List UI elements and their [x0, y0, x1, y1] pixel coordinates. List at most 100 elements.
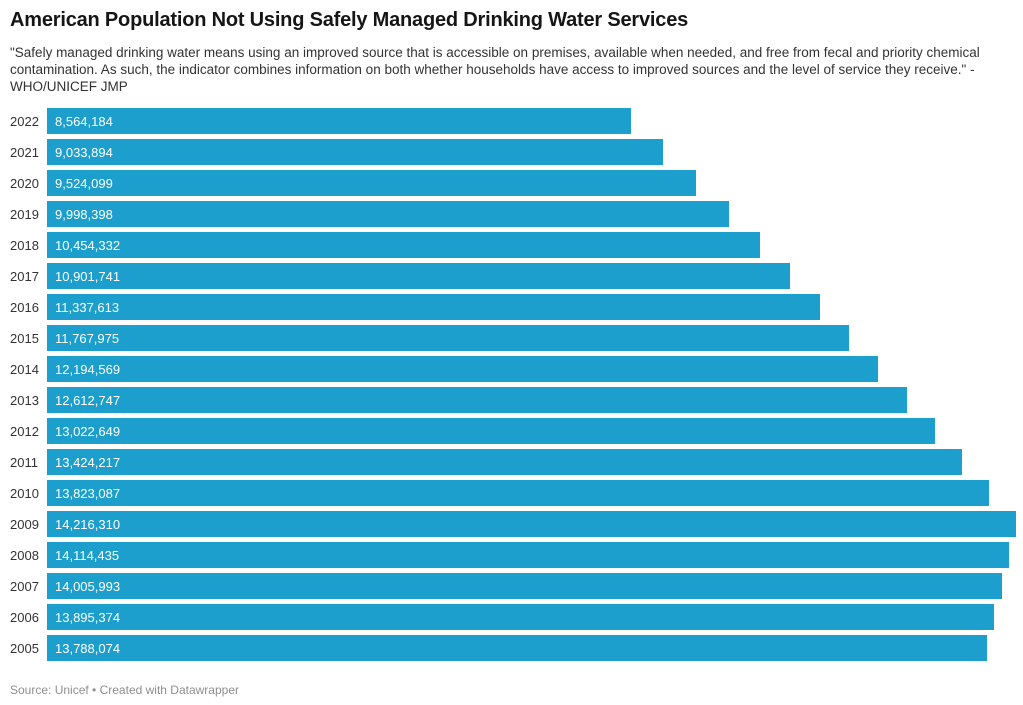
year-label: 2019	[10, 206, 39, 222]
bar-2016[interactable]: 11,337,613	[47, 294, 820, 320]
bar-track: 9,524,099	[47, 170, 1015, 196]
bar-value-label: 14,114,435	[55, 547, 120, 563]
bar-track: 12,612,747	[47, 387, 1015, 413]
bar-value-label: 14,005,993	[55, 578, 121, 594]
bar-row: 2006 13,895,374	[10, 604, 1015, 630]
year-label: 2016	[10, 299, 39, 315]
created-with-prefix: Created with	[99, 683, 171, 697]
bar-track: 8,564,184	[47, 108, 1015, 134]
bar-row: 2020 9,524,099	[10, 170, 1015, 196]
bar-value-label: 9,998,398	[55, 206, 113, 222]
bar-row: 2007 14,005,993	[10, 573, 1015, 599]
chart-description: "Safely managed drinking water means usi…	[10, 45, 980, 94]
bar-row: 2013 12,612,747	[10, 387, 1015, 413]
chart-title: American Population Not Using Safely Man…	[10, 9, 689, 31]
bar-value-label: 11,767,975	[55, 330, 120, 346]
bar-track: 11,337,613	[47, 294, 1015, 320]
bar-track: 14,005,993	[47, 573, 1015, 599]
bar-track: 11,767,975	[47, 325, 1015, 351]
bar-row: 2010 13,823,087	[10, 480, 1015, 506]
horizontal-bar-chart: 2022 8,564,184 2021 9,033,894 2020 9,524,099 2…	[10, 108, 1016, 661]
bar-2020[interactable]: 9,524,099	[47, 170, 696, 196]
bar-track: 13,022,649	[47, 418, 1015, 444]
bar-value-label: 9,524,099	[55, 175, 113, 191]
bar-2006[interactable]: 13,895,374	[47, 604, 994, 630]
bar-track: 10,454,332	[47, 232, 1015, 258]
bar-track: 9,033,894	[47, 139, 1015, 165]
bar-value-label: 11,337,613	[55, 299, 120, 315]
bar-2011[interactable]: 13,424,217	[47, 449, 962, 475]
bar-track: 13,424,217	[47, 449, 1015, 475]
bar-2005[interactable]: 13,788,074	[47, 635, 987, 661]
footer-separator: •	[88, 683, 100, 697]
bar-row: 2015 11,767,975	[10, 325, 1015, 351]
bar-value-label: 13,823,087	[55, 485, 121, 501]
bar-row: 2019 9,998,398	[10, 201, 1015, 227]
year-label: 2021	[10, 144, 39, 160]
bar-value-label: 8,564,184	[55, 113, 113, 129]
year-label: 2007	[10, 578, 39, 594]
year-label: 2022	[10, 113, 39, 129]
year-label: 2005	[10, 640, 39, 656]
bar-value-label: 10,901,741	[55, 268, 121, 284]
bar-2007[interactable]: 14,005,993	[47, 573, 1002, 599]
bar-row: 2018 10,454,332	[10, 232, 1015, 258]
bar-value-label: 13,424,217	[55, 454, 121, 470]
year-label: 2014	[10, 361, 39, 377]
year-label: 2006	[10, 609, 39, 625]
source-line: Source: Unicef • Created with Datawrappe…	[10, 683, 1015, 697]
bar-track: 9,998,398	[47, 201, 1015, 227]
year-label: 2020	[10, 175, 39, 191]
bar-track: 13,788,074	[47, 635, 1015, 661]
bar-2013[interactable]: 12,612,747	[47, 387, 907, 413]
year-label: 2018	[10, 237, 39, 253]
bar-2009[interactable]: 14,216,310	[47, 511, 1016, 537]
bar-track: 13,895,374	[47, 604, 1015, 630]
bar-value-label: 13,895,374	[55, 609, 121, 625]
year-label: 2015	[10, 330, 39, 346]
bar-row: 2011 13,424,217	[10, 449, 1015, 475]
bar-2017[interactable]: 10,901,741	[47, 263, 790, 289]
bar-track: 12,194,569	[47, 356, 1015, 382]
year-label: 2010	[10, 485, 39, 501]
bar-2022[interactable]: 8,564,184	[47, 108, 631, 134]
year-label: 2009	[10, 516, 39, 532]
datawrapper-link[interactable]: Datawrapper	[170, 683, 239, 697]
source-prefix: Source:	[10, 683, 55, 697]
bar-row: 2021 9,033,894	[10, 139, 1015, 165]
bar-value-label: 9,033,894	[55, 144, 113, 160]
bar-row: 2005 13,788,074	[10, 635, 1015, 661]
bar-2010[interactable]: 13,823,087	[47, 480, 989, 506]
year-label: 2013	[10, 392, 39, 408]
bar-row: 2017 10,901,741	[10, 263, 1015, 289]
source-link[interactable]: Unicef	[54, 683, 89, 697]
bar-2012[interactable]: 13,022,649	[47, 418, 935, 444]
bar-2014[interactable]: 12,194,569	[47, 356, 878, 382]
bar-2018[interactable]: 10,454,332	[47, 232, 760, 258]
bar-2015[interactable]: 11,767,975	[47, 325, 849, 351]
year-label: 2011	[10, 454, 38, 470]
year-label: 2017	[10, 268, 39, 284]
bar-row: 2016 11,337,613	[10, 294, 1015, 320]
bar-value-label: 12,612,747	[55, 392, 121, 408]
year-label: 2012	[10, 423, 39, 439]
bar-track: 13,823,087	[47, 480, 1015, 506]
bar-value-label: 14,216,310	[55, 516, 121, 532]
bar-row: 2014 12,194,569	[10, 356, 1015, 382]
bar-value-label: 13,022,649	[55, 423, 121, 439]
bar-2008[interactable]: 14,114,435	[47, 542, 1009, 568]
bar-row: 2008 14,114,435	[10, 542, 1015, 568]
bar-value-label: 13,788,074	[55, 640, 121, 656]
bar-track: 10,901,741	[47, 263, 1015, 289]
bar-track: 14,216,310	[47, 511, 1016, 537]
bar-row: 2009 14,216,310	[10, 511, 1016, 537]
bar-value-label: 12,194,569	[55, 361, 121, 377]
bar-row: 2022 8,564,184	[10, 108, 1015, 134]
bar-track: 14,114,435	[47, 542, 1015, 568]
bar-2021[interactable]: 9,033,894	[47, 139, 663, 165]
bar-value-label: 10,454,332	[55, 237, 121, 253]
bar-2019[interactable]: 9,998,398	[47, 201, 729, 227]
bar-row: 2012 13,022,649	[10, 418, 1015, 444]
year-label: 2008	[10, 547, 39, 563]
